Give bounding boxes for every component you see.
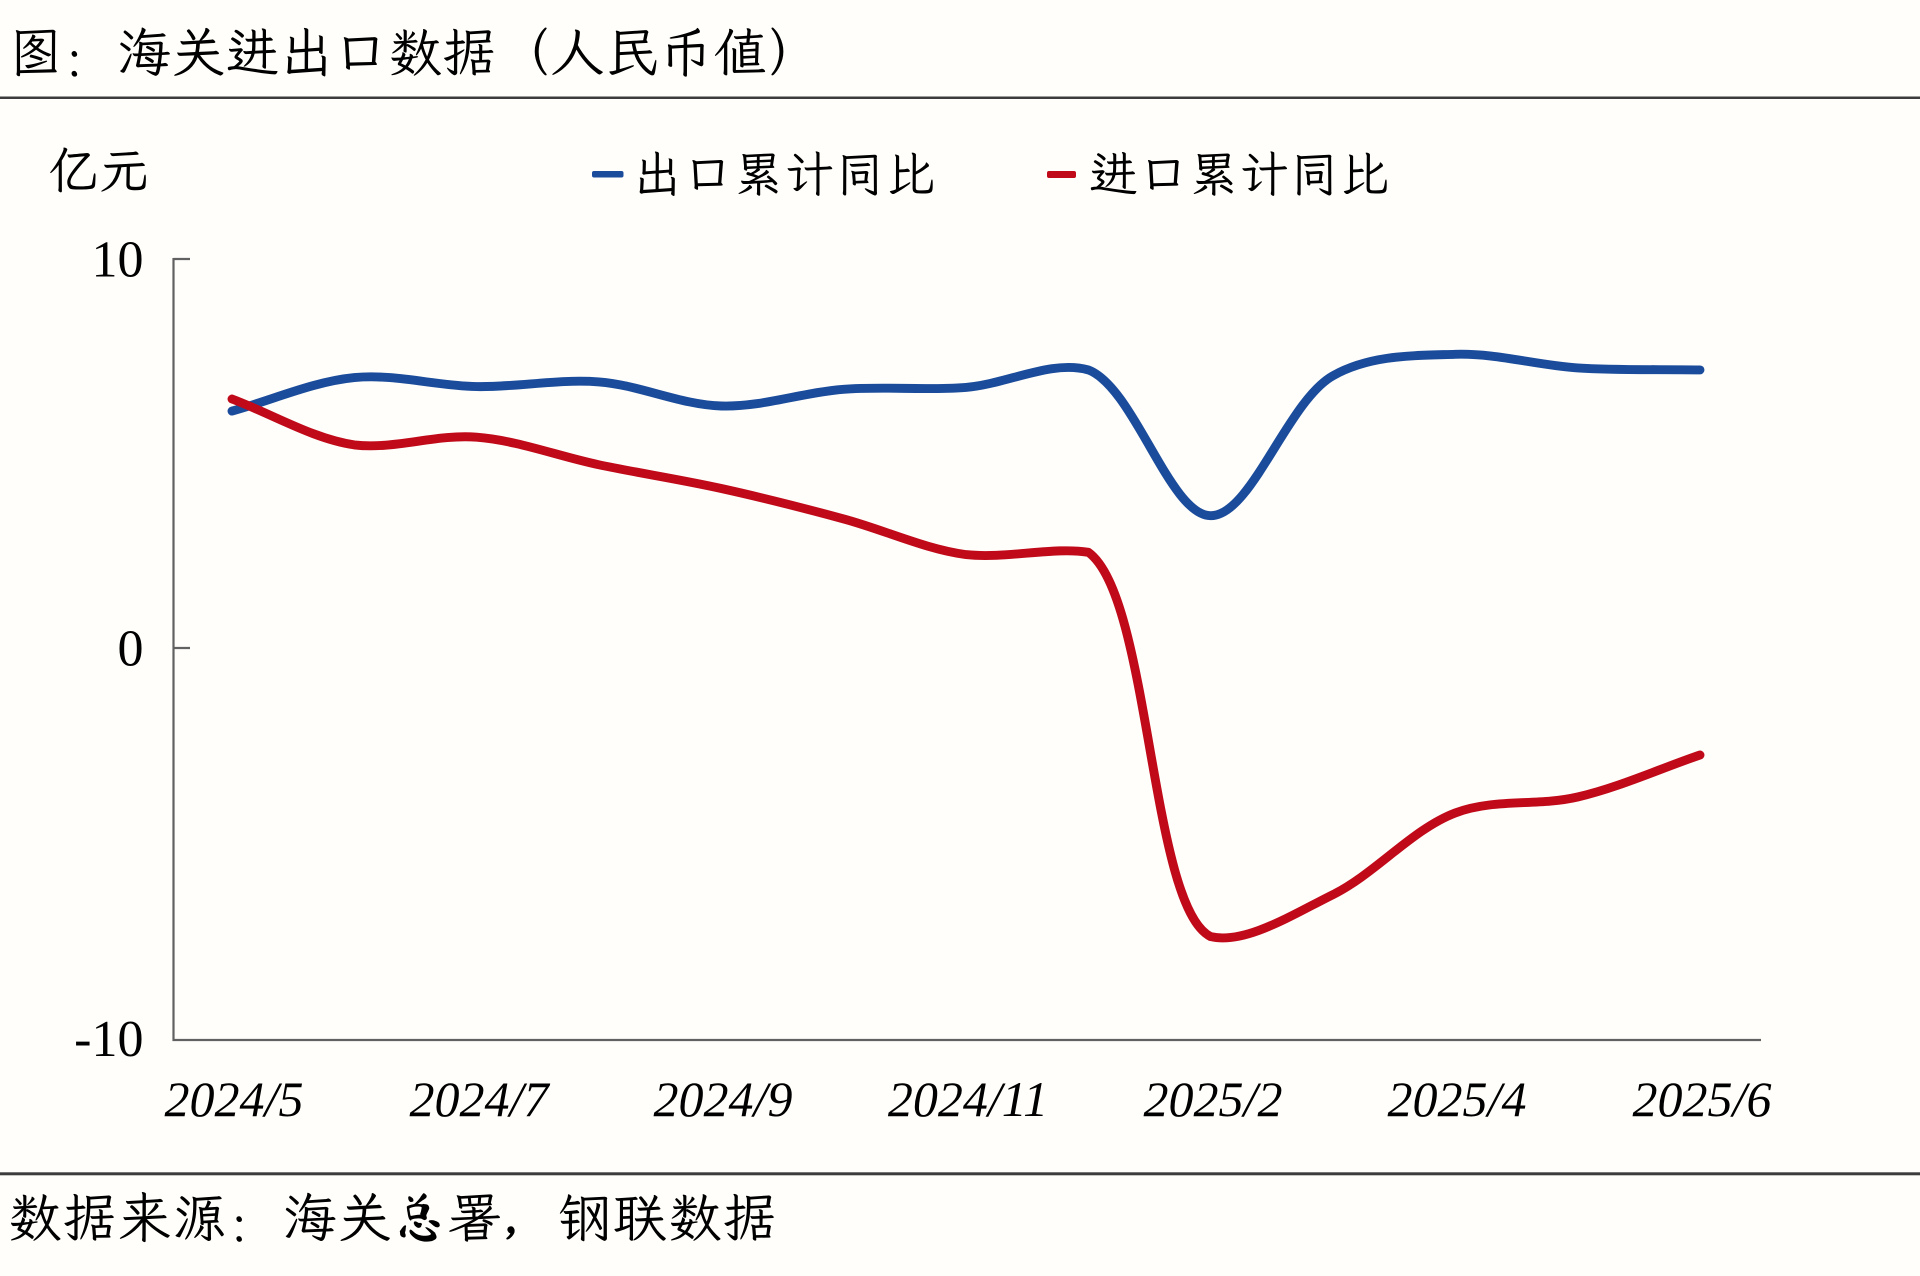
svg-text:2025/4: 2025/4 (1388, 1071, 1527, 1127)
svg-text:0: 0 (118, 620, 144, 677)
svg-text:10: 10 (92, 231, 144, 288)
svg-text:2025/2: 2025/2 (1144, 1071, 1283, 1127)
svg-text:2024/11: 2024/11 (888, 1071, 1048, 1127)
svg-text:2024/7: 2024/7 (410, 1071, 551, 1127)
svg-text:2025/6: 2025/6 (1633, 1071, 1772, 1127)
svg-text:2024/5: 2024/5 (165, 1071, 304, 1127)
svg-text:2024/9: 2024/9 (654, 1071, 793, 1127)
svg-text:-10: -10 (74, 1011, 143, 1068)
